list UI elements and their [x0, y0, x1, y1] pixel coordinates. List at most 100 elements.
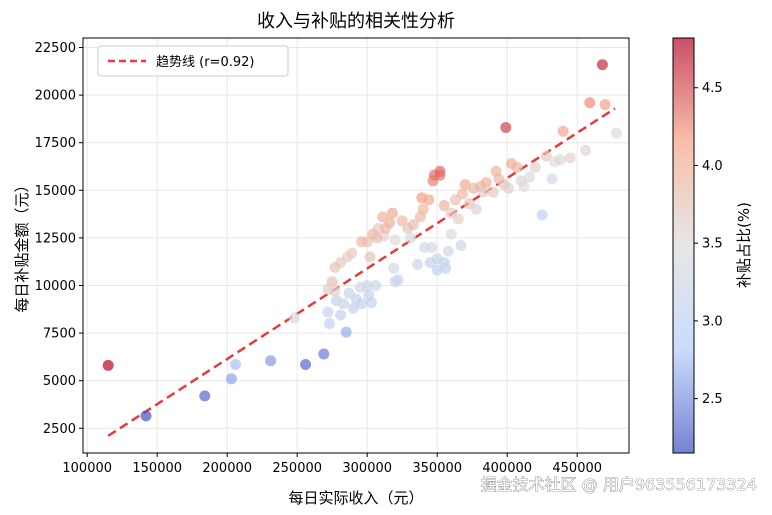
grid — [83, 38, 629, 453]
scatter-point — [356, 298, 368, 310]
trend-line — [107, 107, 616, 437]
colorbar-tick-label: 3.5 — [702, 237, 723, 252]
watermark: 掘金技术社区 @ 用户963556173324 — [481, 475, 757, 494]
colorbar-gradient — [672, 37, 695, 454]
scatter-point — [343, 287, 355, 299]
scatter-point — [518, 181, 530, 192]
colorbar-tick-label: 3.0 — [702, 314, 723, 329]
scatter-point — [322, 306, 334, 318]
x-tick-label: 250000 — [272, 461, 322, 476]
scatter-point — [580, 144, 592, 156]
scatter-point — [610, 127, 622, 139]
scatter-point — [445, 228, 457, 240]
scatter-point — [599, 99, 611, 111]
scatter-point — [140, 410, 152, 422]
scatter-point — [386, 207, 398, 219]
scatter-point — [356, 236, 368, 248]
scatter-point — [487, 186, 499, 198]
scatter-point — [490, 165, 502, 177]
scatter-point — [557, 125, 569, 137]
scatter-point — [596, 59, 608, 71]
scatter-point — [300, 359, 312, 370]
y-tick-label: 22500 — [35, 41, 76, 56]
scatter-point — [407, 219, 419, 231]
y-tick-label: 17500 — [35, 136, 76, 151]
scatter-point — [370, 280, 382, 291]
scatter-point — [417, 203, 429, 215]
scatter-point — [480, 177, 492, 189]
scatter-point — [434, 165, 446, 177]
scatter-point — [265, 355, 277, 367]
scatter-point — [442, 245, 454, 257]
y-tick-label: 20000 — [35, 89, 76, 104]
scatter-point — [329, 285, 341, 297]
scatter-point — [392, 274, 404, 286]
scatter-point — [456, 188, 468, 200]
scatter-points — [102, 59, 622, 422]
trend-layer — [107, 107, 616, 437]
x-axis-label: 每日实际收入（元） — [288, 489, 423, 507]
x-tick-label: 450000 — [552, 461, 602, 476]
legend: 趋势线 (r=0.92) — [97, 45, 289, 77]
y-tick-label: 15000 — [35, 184, 76, 199]
scatter-point — [377, 211, 389, 223]
scatter-point — [564, 152, 576, 164]
scatter-point — [288, 312, 300, 324]
scatter-point — [503, 182, 515, 194]
scatter-point — [511, 161, 523, 173]
y-axis-label: 每日补贴金额（元） — [13, 177, 31, 312]
scatter-point — [230, 359, 242, 370]
x-tick-label: 400000 — [482, 461, 532, 476]
scatter-point — [318, 348, 330, 360]
scatter-point — [500, 122, 512, 133]
y-tick-label: 2500 — [43, 422, 76, 437]
scatter-point — [340, 326, 352, 338]
scatter-point — [102, 359, 114, 371]
y-tick-label: 5000 — [43, 374, 76, 389]
y-tick-label: 7500 — [43, 327, 76, 342]
legend-trend-label: 趋势线 (r=0.92) — [156, 54, 254, 70]
scatter-point — [323, 318, 335, 330]
scatter-point — [335, 309, 347, 321]
scatter-point — [389, 234, 401, 246]
x-axis-ticks: 100000 150000 200000 250000 300000 350000 4000… — [62, 453, 602, 476]
scatter-point — [455, 240, 467, 251]
colorbar-tick-label: 2.5 — [702, 392, 723, 407]
x-tick-label: 300000 — [342, 461, 392, 476]
scatter-point — [412, 259, 424, 270]
y-axis-ticks: 2500 5000 7500 10000 12500 15000 17500 20000 225… — [35, 41, 83, 437]
scatter-point — [426, 241, 438, 253]
scatter-point — [546, 173, 558, 185]
scatter-point — [225, 373, 237, 385]
x-tick-label: 350000 — [412, 461, 462, 476]
scatter-point — [584, 97, 596, 109]
scatter-point — [388, 262, 400, 274]
scatter-point — [396, 215, 408, 227]
scatter-point — [452, 213, 464, 225]
legend-box — [97, 45, 289, 77]
scatter-point — [337, 298, 349, 310]
x-tick-label: 200000 — [202, 461, 252, 476]
scatter-point — [529, 161, 541, 173]
scatter-point — [416, 192, 428, 204]
scatter-point — [524, 171, 536, 183]
scatter-point — [536, 209, 548, 221]
scatter-point — [554, 154, 566, 166]
scatter-point — [540, 150, 552, 162]
scatter-point — [470, 203, 482, 215]
scatter-point — [199, 390, 211, 402]
colorbar-label: 补贴占比(%) — [735, 202, 753, 288]
chart-title: 收入与补贴的相关性分析 — [257, 11, 455, 32]
scatter-point — [431, 264, 443, 276]
scatter-point — [477, 186, 489, 198]
scatter-point — [354, 281, 366, 293]
colorbar-tick-label: 4.5 — [702, 81, 723, 96]
colorbar: 2.5 3.0 3.5 4.0 4.5 补贴占比(%) — [672, 37, 753, 454]
plot-frame — [82, 37, 630, 454]
scatter-point — [438, 200, 450, 211]
scatter-point — [405, 232, 417, 244]
y-tick-label: 12500 — [35, 231, 76, 246]
scatter-point — [329, 261, 341, 273]
